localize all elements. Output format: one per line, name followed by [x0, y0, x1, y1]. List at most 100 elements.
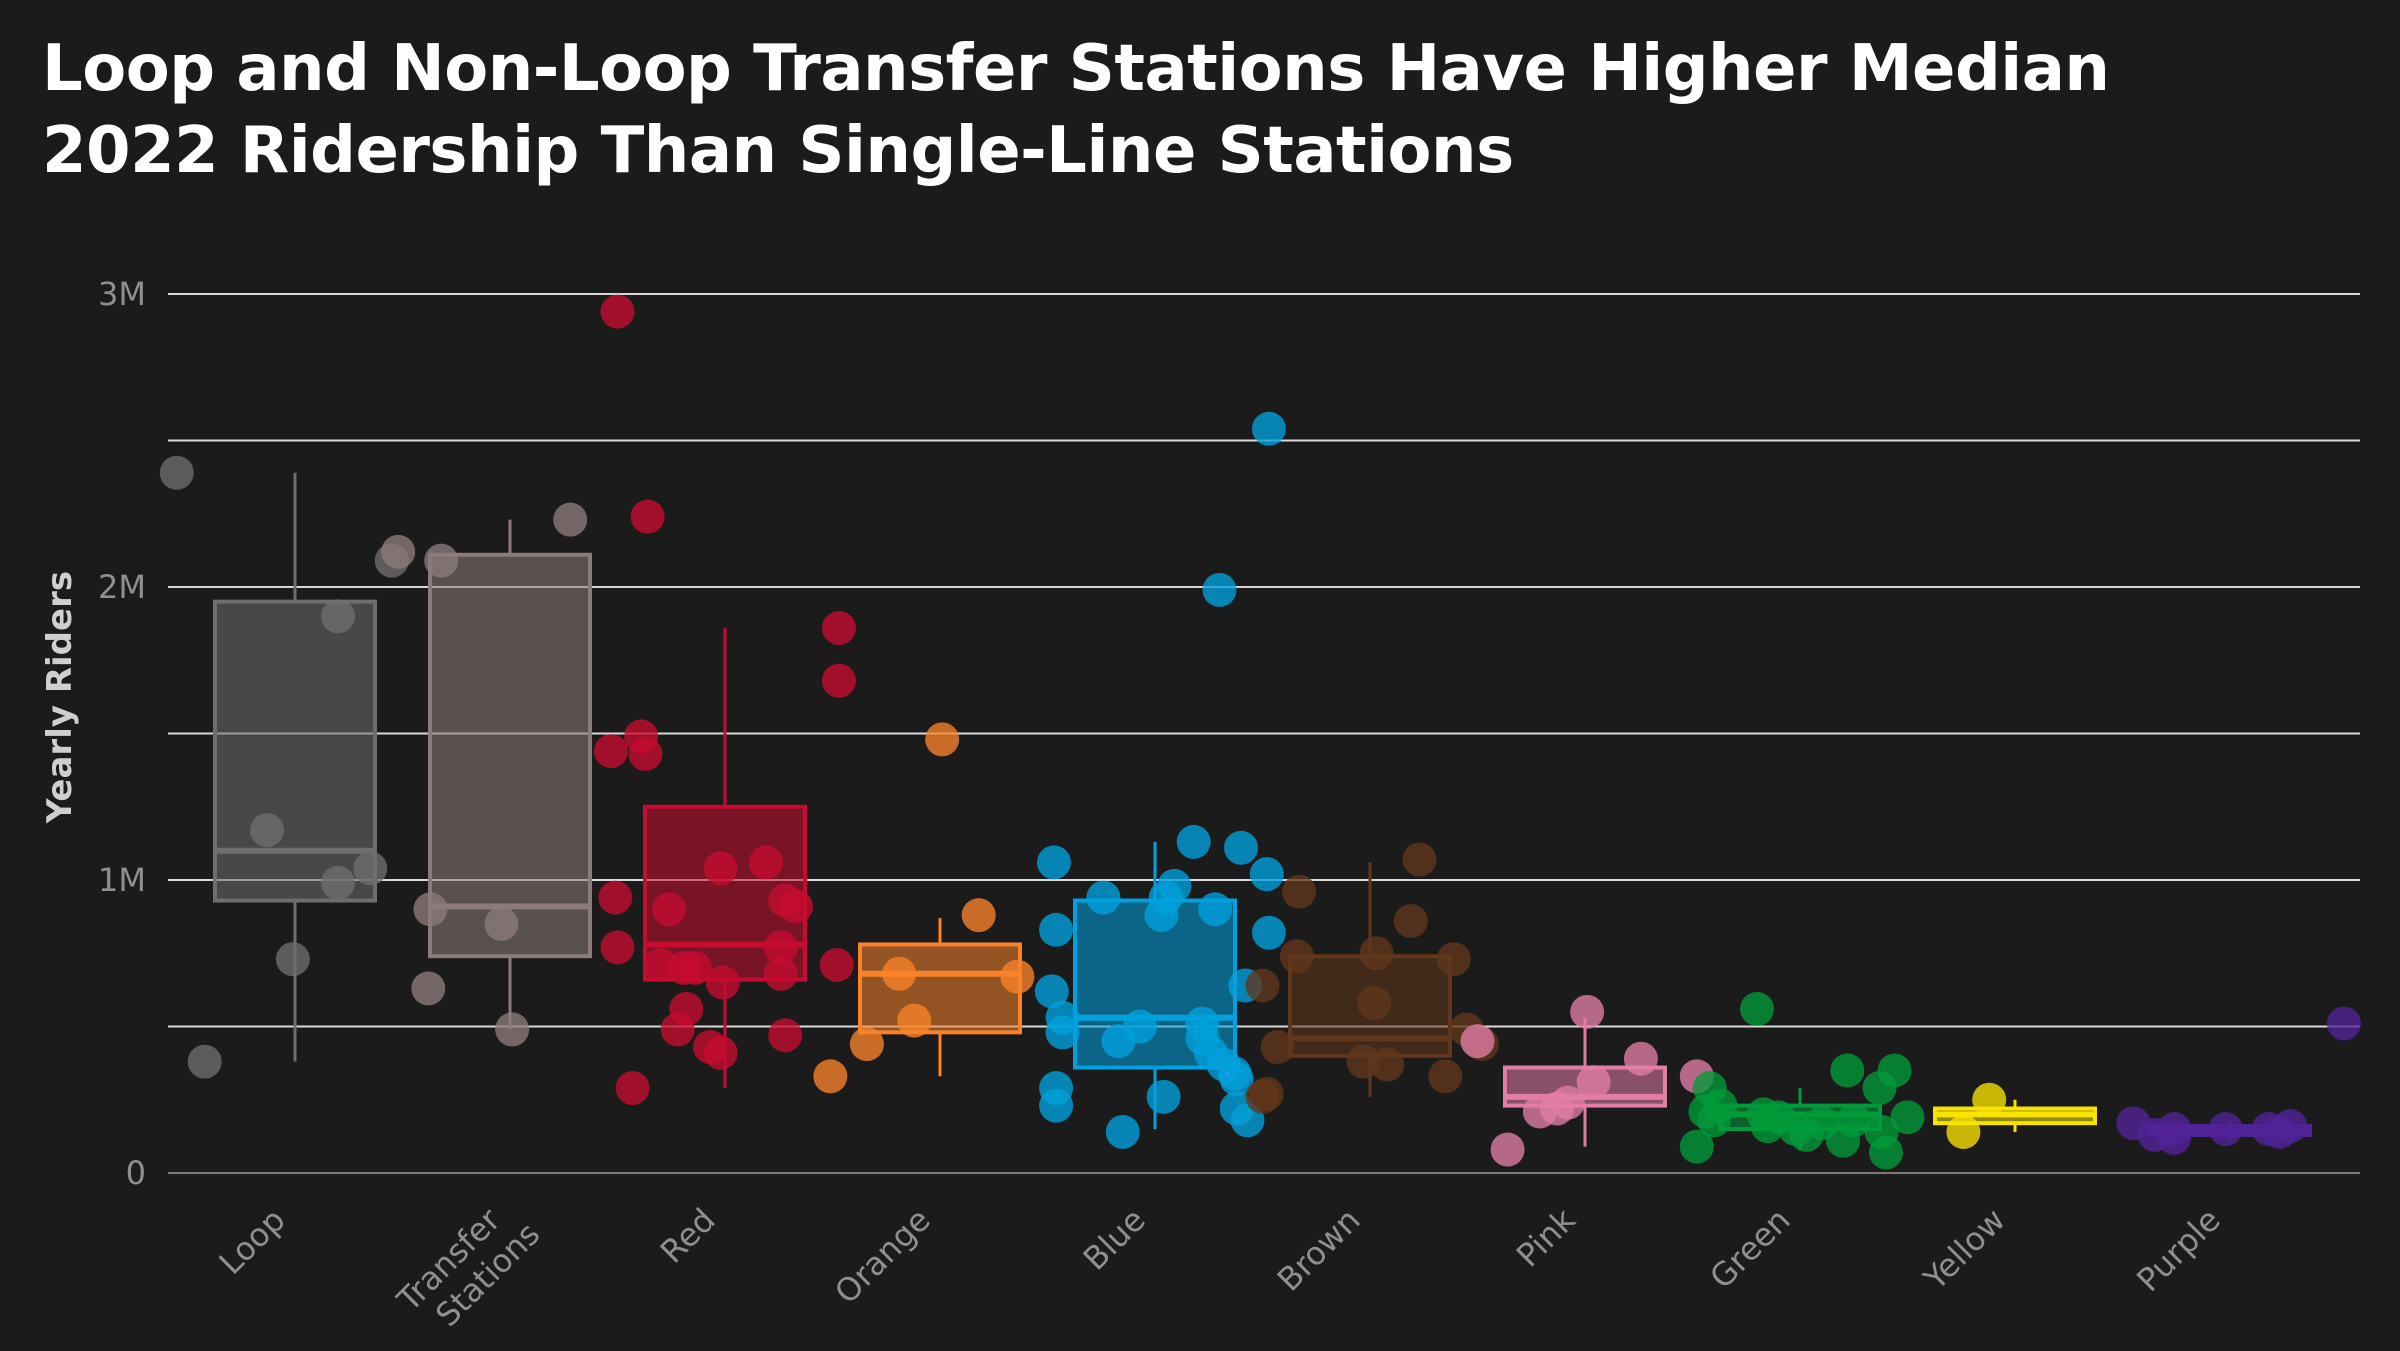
x-tick-label: Blue	[1076, 1201, 1153, 1278]
data-point	[660, 1012, 695, 1047]
data-point	[1039, 912, 1074, 947]
data-point	[882, 956, 917, 991]
data-point	[2326, 1006, 2361, 1041]
data-point	[275, 942, 310, 977]
data-point	[1000, 959, 1035, 994]
data-point	[159, 455, 194, 490]
data-point	[1245, 1079, 1280, 1114]
x-tick-label-line: Green	[1702, 1201, 1797, 1296]
x-tick-label: Brown	[1270, 1201, 1368, 1299]
data-point	[484, 906, 519, 941]
data-point	[321, 599, 355, 634]
iqr-box	[213, 599, 377, 903]
data-point	[2208, 1112, 2243, 1147]
data-point	[1357, 986, 1392, 1021]
data-point	[1219, 1062, 1254, 1097]
data-point	[1679, 1129, 1714, 1164]
data-point	[187, 1044, 222, 1079]
x-tick-label: Red	[653, 1201, 723, 1271]
data-point	[763, 956, 798, 991]
data-point	[1105, 1114, 1140, 1149]
y-axis-title: Yearly Riders	[40, 571, 80, 824]
data-point	[1086, 880, 1121, 915]
data-point	[353, 851, 388, 886]
data-point	[1144, 898, 1179, 933]
data-point	[819, 947, 854, 982]
data-point	[413, 892, 448, 927]
data-point	[1359, 936, 1394, 971]
x-tick-label-line: Brown	[1270, 1201, 1368, 1299]
data-point	[677, 950, 712, 985]
data-point	[1570, 994, 1605, 1029]
data-point	[1146, 1079, 1181, 1114]
x-tick-label: Green	[1702, 1201, 1797, 1296]
data-point	[615, 1071, 650, 1106]
data-point	[2262, 1114, 2297, 1149]
chart-title-line-1: Loop and Non-Loop Transfer Stations Have…	[42, 32, 2110, 106]
data-point	[1946, 1114, 1981, 1149]
data-points	[159, 294, 2361, 1170]
y-tick-label: 1M	[98, 861, 146, 899]
data-point	[598, 880, 633, 915]
data-point	[411, 971, 446, 1006]
data-point	[1826, 1123, 1860, 1158]
data-point	[1393, 904, 1428, 939]
chart-title: Loop and Non-Loop Transfer Stations Have…	[42, 28, 2342, 192]
data-point	[1576, 1065, 1611, 1100]
data-point	[1045, 1015, 1080, 1050]
data-point	[849, 1027, 884, 1062]
x-tick-label-line: Red	[653, 1201, 723, 1271]
data-point	[897, 1003, 932, 1038]
data-point	[1279, 939, 1314, 974]
data-point	[1245, 968, 1280, 1003]
chart-title-line-2: 2022 Ridership Than Single-Line Stations	[42, 114, 1514, 188]
data-point	[495, 1012, 530, 1047]
data-point	[1249, 857, 1284, 892]
data-point	[1869, 1135, 1903, 1170]
data-point	[1251, 915, 1286, 950]
x-tick-label: Purple	[2129, 1201, 2227, 1299]
data-point	[1282, 874, 1317, 909]
data-point	[1697, 1103, 1731, 1138]
data-point	[652, 892, 687, 927]
data-point	[630, 499, 665, 534]
box-group	[428, 519, 592, 1030]
data-point	[1101, 1024, 1136, 1059]
x-tick-label-line: Orange	[827, 1201, 937, 1311]
box-group	[858, 918, 1022, 1077]
x-tick-label-line: Pink	[1509, 1200, 1583, 1274]
data-point	[705, 965, 740, 1000]
data-point	[250, 813, 285, 848]
data-point	[1402, 842, 1437, 877]
data-point	[821, 611, 856, 646]
x-tick-label-line: Yellow	[1915, 1201, 2012, 1298]
data-point	[381, 534, 416, 569]
data-point	[961, 898, 996, 933]
data-point	[594, 734, 629, 769]
iqr-box	[858, 942, 1022, 1035]
data-point	[703, 851, 738, 886]
data-point	[1202, 572, 1237, 607]
data-point	[763, 930, 798, 965]
y-axis-ticks: 0 1M 2M 3M	[98, 275, 146, 1192]
data-point	[600, 294, 635, 329]
y-tick-label: 0	[126, 1154, 146, 1192]
data-point	[1623, 1041, 1658, 1076]
data-point	[1034, 974, 1069, 1009]
data-point	[628, 737, 663, 772]
x-tick-label-line: Loop	[212, 1201, 293, 1282]
data-point	[553, 502, 588, 537]
data-point	[813, 1059, 848, 1094]
data-point	[1198, 892, 1233, 927]
data-point	[1260, 1030, 1295, 1065]
iqr-box	[428, 552, 592, 959]
data-point	[1428, 1059, 1463, 1094]
data-point	[1862, 1071, 1897, 1106]
data-point	[821, 663, 856, 698]
box-group	[213, 472, 377, 1062]
data-point	[1789, 1117, 1824, 1152]
data-point	[1890, 1100, 1925, 1135]
data-point	[1251, 411, 1286, 446]
x-tick-label-line: Purple	[2129, 1201, 2227, 1299]
